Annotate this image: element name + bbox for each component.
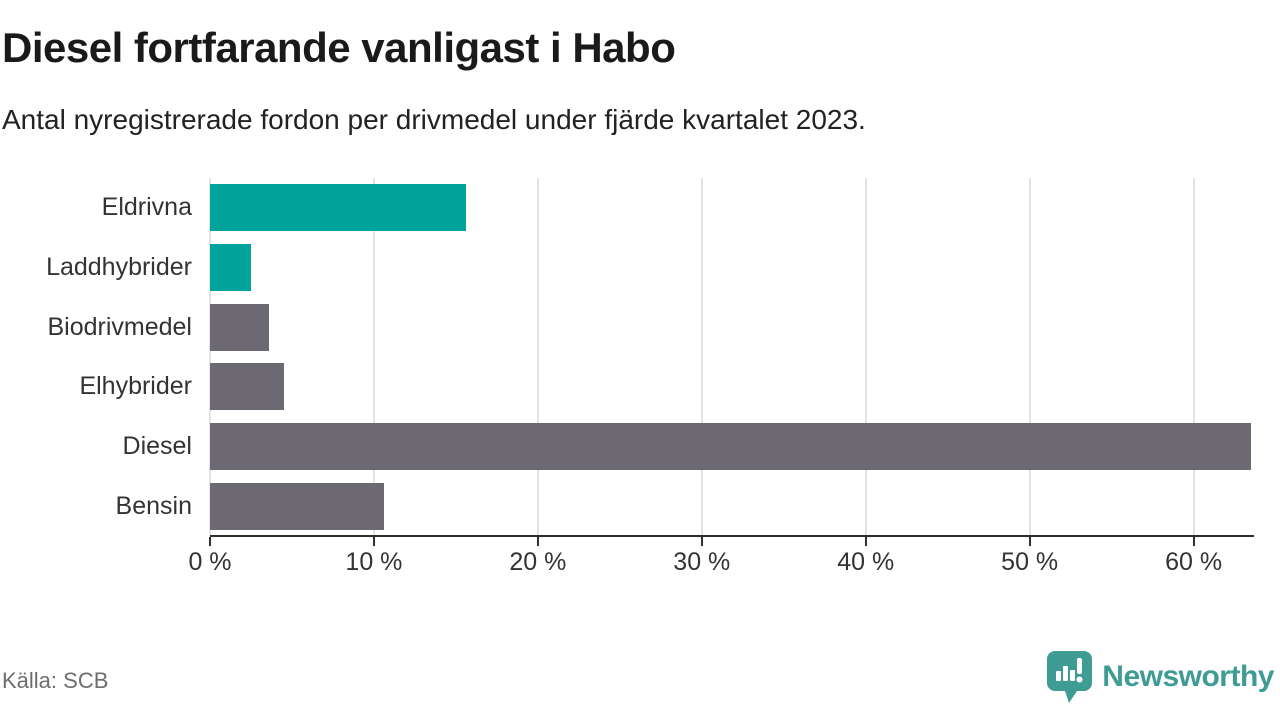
category-label-laddhybrider: Laddhybrider	[46, 252, 192, 281]
x-tick-50	[1028, 537, 1031, 546]
gridline-60	[1192, 178, 1195, 536]
bar-elhybrider	[210, 363, 284, 411]
category-label-diesel: Diesel	[122, 431, 192, 460]
bar-laddhybrider	[210, 244, 251, 291]
source-note: Källa: SCB	[2, 668, 109, 693]
x-tick-label-30: 30 %	[673, 548, 731, 576]
x-tick-label-0: 0 %	[188, 548, 232, 576]
x-tick-label-40: 40 %	[837, 548, 895, 576]
x-tick-label-50: 50 %	[1001, 548, 1059, 576]
x-tick-label-20: 20 %	[509, 548, 567, 576]
gridline-30	[700, 178, 703, 536]
bar-bensin	[210, 482, 384, 530]
category-label-eldrivna: Eldrivna	[101, 193, 192, 222]
chart-subtitle: Antal nyregistrerade fordon per drivmede…	[2, 104, 866, 135]
x-tick-label-10: 10 %	[345, 548, 403, 576]
gridline-10	[372, 178, 375, 536]
bar-chart: Eldrivna Laddhybrider Biodrivmedel Elhybrid…	[46, 178, 1254, 576]
x-tick-0	[209, 537, 211, 546]
gridline-50	[1028, 178, 1031, 536]
brand-logo: Newsworthy	[1046, 648, 1274, 706]
category-label-elhybrider: Elhybrider	[79, 372, 192, 401]
chart-title: Diesel fortfarande vanligast i Habo	[2, 24, 676, 71]
bar-eldrivna	[210, 184, 466, 232]
bar-biodrivmedel	[210, 303, 270, 351]
plot-area	[209, 178, 1251, 536]
x-tick-10	[372, 537, 375, 546]
newsworthy-logo-icon	[1046, 650, 1093, 704]
brand-wordmark: Newsworthy	[1102, 660, 1274, 693]
category-label-biodrivmedel: Biodrivmedel	[47, 312, 192, 341]
category-label-bensin: Bensin	[115, 491, 192, 520]
x-tick-40	[864, 537, 867, 546]
x-tick-20	[536, 537, 539, 546]
gridline-0	[209, 178, 211, 536]
gridline-20	[536, 178, 539, 536]
x-tick-label-60: 60 %	[1165, 548, 1223, 576]
x-tick-30	[700, 537, 703, 546]
bar-diesel	[210, 423, 1251, 470]
x-tick-60	[1192, 537, 1195, 546]
x-axis-line	[210, 535, 1254, 537]
gridline-40	[864, 178, 867, 536]
